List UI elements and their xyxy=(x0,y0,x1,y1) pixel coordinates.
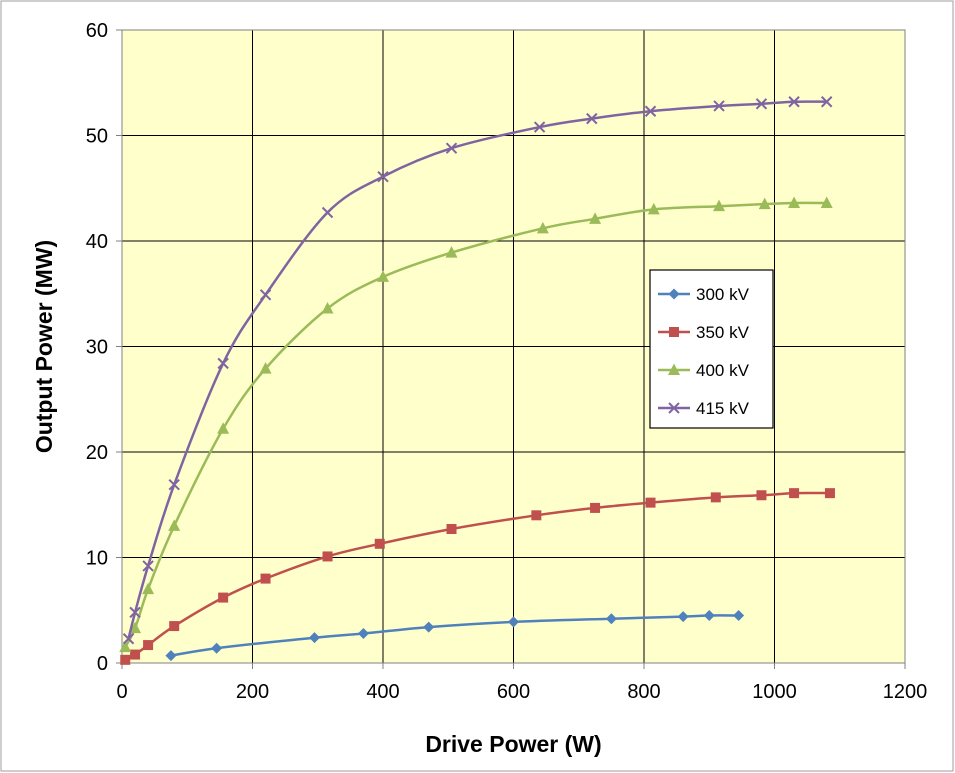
legend-label-415-kv: 415 kV xyxy=(696,399,750,418)
legend-item-415-kv: 415 kV xyxy=(658,399,750,418)
data-point-350-kv xyxy=(645,497,656,508)
data-point-350-kv xyxy=(710,492,721,503)
series-400-kv xyxy=(119,196,833,653)
data-point-350-kv xyxy=(120,654,131,665)
data-point-400-kv xyxy=(536,221,549,234)
data-point-350-kv xyxy=(446,524,457,535)
data-point-300-kv xyxy=(423,621,435,633)
data-point-415-kv xyxy=(713,100,725,112)
legend-marker-400-kv xyxy=(668,363,680,375)
series-layer xyxy=(119,96,835,665)
x-tick-label: 400 xyxy=(366,681,399,703)
series-350-kv xyxy=(120,488,835,665)
data-point-400-kv xyxy=(142,582,155,595)
data-point-415-kv xyxy=(122,633,135,645)
y-tick-label: 30 xyxy=(86,337,108,359)
legend-item-400-kv: 400 kV xyxy=(658,361,750,380)
data-point-350-kv xyxy=(322,551,333,562)
data-point-400-kv xyxy=(647,202,660,215)
data-point-415-kv xyxy=(644,105,657,117)
x-tick-label: 1200 xyxy=(883,681,928,703)
data-point-400-kv xyxy=(321,302,334,314)
y-tick-label: 0 xyxy=(97,653,108,675)
data-point-400-kv xyxy=(119,640,132,653)
series-300-kv xyxy=(165,610,745,662)
data-point-300-kv xyxy=(165,650,177,662)
series-line-400-kv xyxy=(124,201,827,648)
data-point-400-kv xyxy=(788,196,801,209)
data-point-415-kv xyxy=(377,170,389,183)
series-415-kv xyxy=(122,96,833,645)
data-point-300-kv xyxy=(508,616,519,628)
legend-label-350-kv: 350 kV xyxy=(696,323,750,342)
data-point-350-kv xyxy=(130,649,141,660)
data-point-400-kv xyxy=(168,519,181,531)
data-point-400-kv xyxy=(377,270,389,282)
data-point-350-kv xyxy=(590,502,601,513)
data-point-400-kv xyxy=(820,196,833,209)
legend-label-400-kv: 400 kV xyxy=(696,361,750,380)
y-tick-label: 40 xyxy=(86,231,108,253)
data-point-400-kv xyxy=(445,246,458,258)
data-point-300-kv xyxy=(357,627,369,639)
legend-marker-415-kv xyxy=(668,402,680,414)
legend-marker-350-kv xyxy=(669,327,679,337)
data-point-300-kv xyxy=(703,610,715,622)
data-point-415-kv xyxy=(259,289,272,301)
data-point-400-kv xyxy=(217,422,230,434)
y-tick-label: 50 xyxy=(86,126,108,148)
y-tick-label: 10 xyxy=(86,548,108,570)
legend: 300 kV 350 kV 400 kV 415 kV xyxy=(649,269,774,429)
data-point-300-kv xyxy=(733,610,745,622)
data-point-415-kv xyxy=(533,121,546,133)
data-point-300-kv xyxy=(211,642,223,654)
x-tick-label: 0 xyxy=(116,681,127,703)
data-point-415-kv xyxy=(755,98,768,110)
data-point-415-kv xyxy=(321,206,334,219)
x-tick-label: 600 xyxy=(497,681,530,703)
data-point-400-kv xyxy=(758,197,771,210)
series-line-300-kv xyxy=(170,614,739,657)
data-point-415-kv xyxy=(586,112,598,125)
data-point-400-kv xyxy=(713,199,726,212)
data-point-350-kv xyxy=(260,573,271,584)
data-point-350-kv xyxy=(756,490,767,501)
data-point-350-kv xyxy=(789,488,800,499)
x-tick-label: 800 xyxy=(627,681,660,703)
legend-label-300-kv: 300 kV xyxy=(696,285,750,304)
y-tick-labels: 0 10 20 30 40 50 60 xyxy=(86,20,122,675)
legend-item-300-kv: 300 kV xyxy=(658,285,750,304)
data-point-300-kv xyxy=(605,613,617,625)
data-point-415-kv xyxy=(445,142,458,154)
data-point-400-kv xyxy=(129,621,142,634)
data-point-415-kv xyxy=(129,606,141,619)
x-tick-label: 1000 xyxy=(752,681,797,703)
data-point-350-kv xyxy=(374,538,385,549)
data-point-400-kv xyxy=(589,212,602,224)
data-point-415-kv xyxy=(820,96,833,108)
x-tick-label: 200 xyxy=(236,681,269,703)
data-point-300-kv xyxy=(308,632,320,644)
data-point-350-kv xyxy=(824,488,835,499)
data-point-350-kv xyxy=(169,621,180,632)
data-point-350-kv xyxy=(143,640,154,651)
series-line-350-kv xyxy=(124,491,831,661)
data-point-415-kv xyxy=(168,478,180,491)
data-point-400-kv xyxy=(259,362,272,374)
data-point-415-kv xyxy=(217,357,229,370)
data-point-415-kv xyxy=(788,96,800,108)
y-axis-title: Output Power (MW) xyxy=(31,240,57,453)
legend-marker-300-kv xyxy=(668,288,680,300)
legend-box xyxy=(649,269,774,429)
y-tick-label: 20 xyxy=(86,442,108,464)
y-tick-label: 60 xyxy=(86,20,108,42)
data-point-350-kv xyxy=(531,510,542,521)
data-point-300-kv xyxy=(677,611,689,623)
data-point-350-kv xyxy=(218,592,229,603)
x-axis-title: Drive Power (W) xyxy=(425,731,601,757)
legend-item-350-kv: 350 kV xyxy=(658,323,750,342)
data-point-415-kv xyxy=(142,560,154,572)
